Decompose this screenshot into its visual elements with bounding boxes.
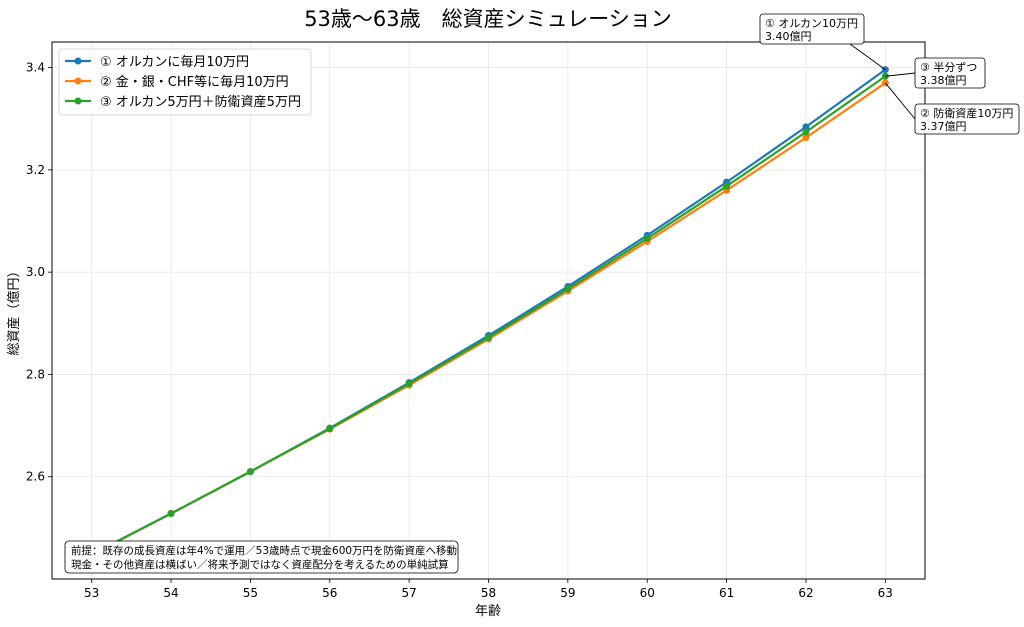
annotation-box [914,103,1020,135]
annotation-arrow [849,43,886,70]
data-point [802,123,810,131]
data-point [802,134,810,142]
legend-box [58,48,312,116]
annotation-value: 3.40億円 [765,30,812,43]
y-tick-label: 3.4 [26,61,45,75]
x-axis-ticks: 53 54 55 56 57 58 59 60 61 62 63 [84,579,893,600]
annotation-box [914,57,986,89]
legend-marker [74,77,82,85]
y-axis-ticks: 2.6 2.8 3.0 3.2 3.4 [26,61,52,484]
annotation-arrow [885,72,916,77]
y-tick-label: 2.6 [26,470,45,484]
data-point [326,425,334,433]
note-line-1: 前提：既存の成長資産は年4%で運用／53歳時点で現金600万円を防衛資産へ移動 [71,544,457,557]
legend-label: ② 金・銀・CHF等に毎月10万円 [100,74,289,90]
legend-label: ① オルカンに毎月10万円 [100,54,249,70]
data-point [485,334,492,342]
x-tick-label: 54 [163,586,178,600]
x-tick-label: 63 [878,586,893,600]
annotation-label: ③ 半分ずつ [920,60,977,74]
data-point [167,510,175,518]
legend-marker [74,57,82,65]
data-point [802,128,810,136]
y-tick-label: 3.0 [26,265,45,279]
annotation-value: 3.38億円 [920,74,967,87]
annotation-arrow [884,82,916,120]
assumption-note: 前提：既存の成長資産は年4%で運用／53歳時点で現金600万円を防衛資産へ移動 … [64,540,459,574]
x-tick-label: 56 [322,586,337,600]
data-point [643,234,651,242]
x-tick-label: 58 [481,586,496,600]
legend-item: ② 金・銀・CHF等に毎月10万円 [65,74,289,90]
annotation-label: ② 防衛資産10万円 [920,106,1013,120]
y-tick-label: 2.8 [26,367,45,381]
data-point [723,182,731,190]
x-tick-label: 60 [640,586,655,600]
annotation-box [759,13,865,45]
annotation-value: 3.37億円 [920,120,967,133]
x-tick-label: 59 [560,586,575,600]
data-point [405,380,413,388]
x-tick-label: 62 [798,586,813,600]
x-tick-label: 53 [84,586,99,600]
y-tick-label: 3.2 [26,163,45,177]
legend-item: ① オルカンに毎月10万円 [65,54,249,70]
series-lines [88,66,889,558]
x-axis-title: 年齢 [475,604,501,619]
x-tick-label: 55 [243,586,258,600]
note-box [64,540,459,574]
legend: ① オルカンに毎月10万円 ② 金・銀・CHF等に毎月10万円 ③ オルカン5万円＋… [58,48,312,116]
annotation-label: ① オルカン10万円 [765,17,858,30]
data-point [564,285,572,293]
x-tick-label: 57 [401,586,416,600]
data-point [246,468,254,476]
y-axis-title: 総資産（億円） [6,264,22,355]
legend-item: ③ オルカン5万円＋防衛資産5万円 [65,94,301,110]
legend-label: ③ オルカン5万円＋防衛資産5万円 [100,94,301,110]
note-line-2: 現金・その他資産は横ばい／将来予測ではなく資産配分を考えるための単純試算 [71,558,449,571]
x-tick-label: 61 [719,586,734,600]
chart-title: 53歳〜63歳 総資産シミュレーション [304,7,672,31]
legend-marker [74,97,82,105]
